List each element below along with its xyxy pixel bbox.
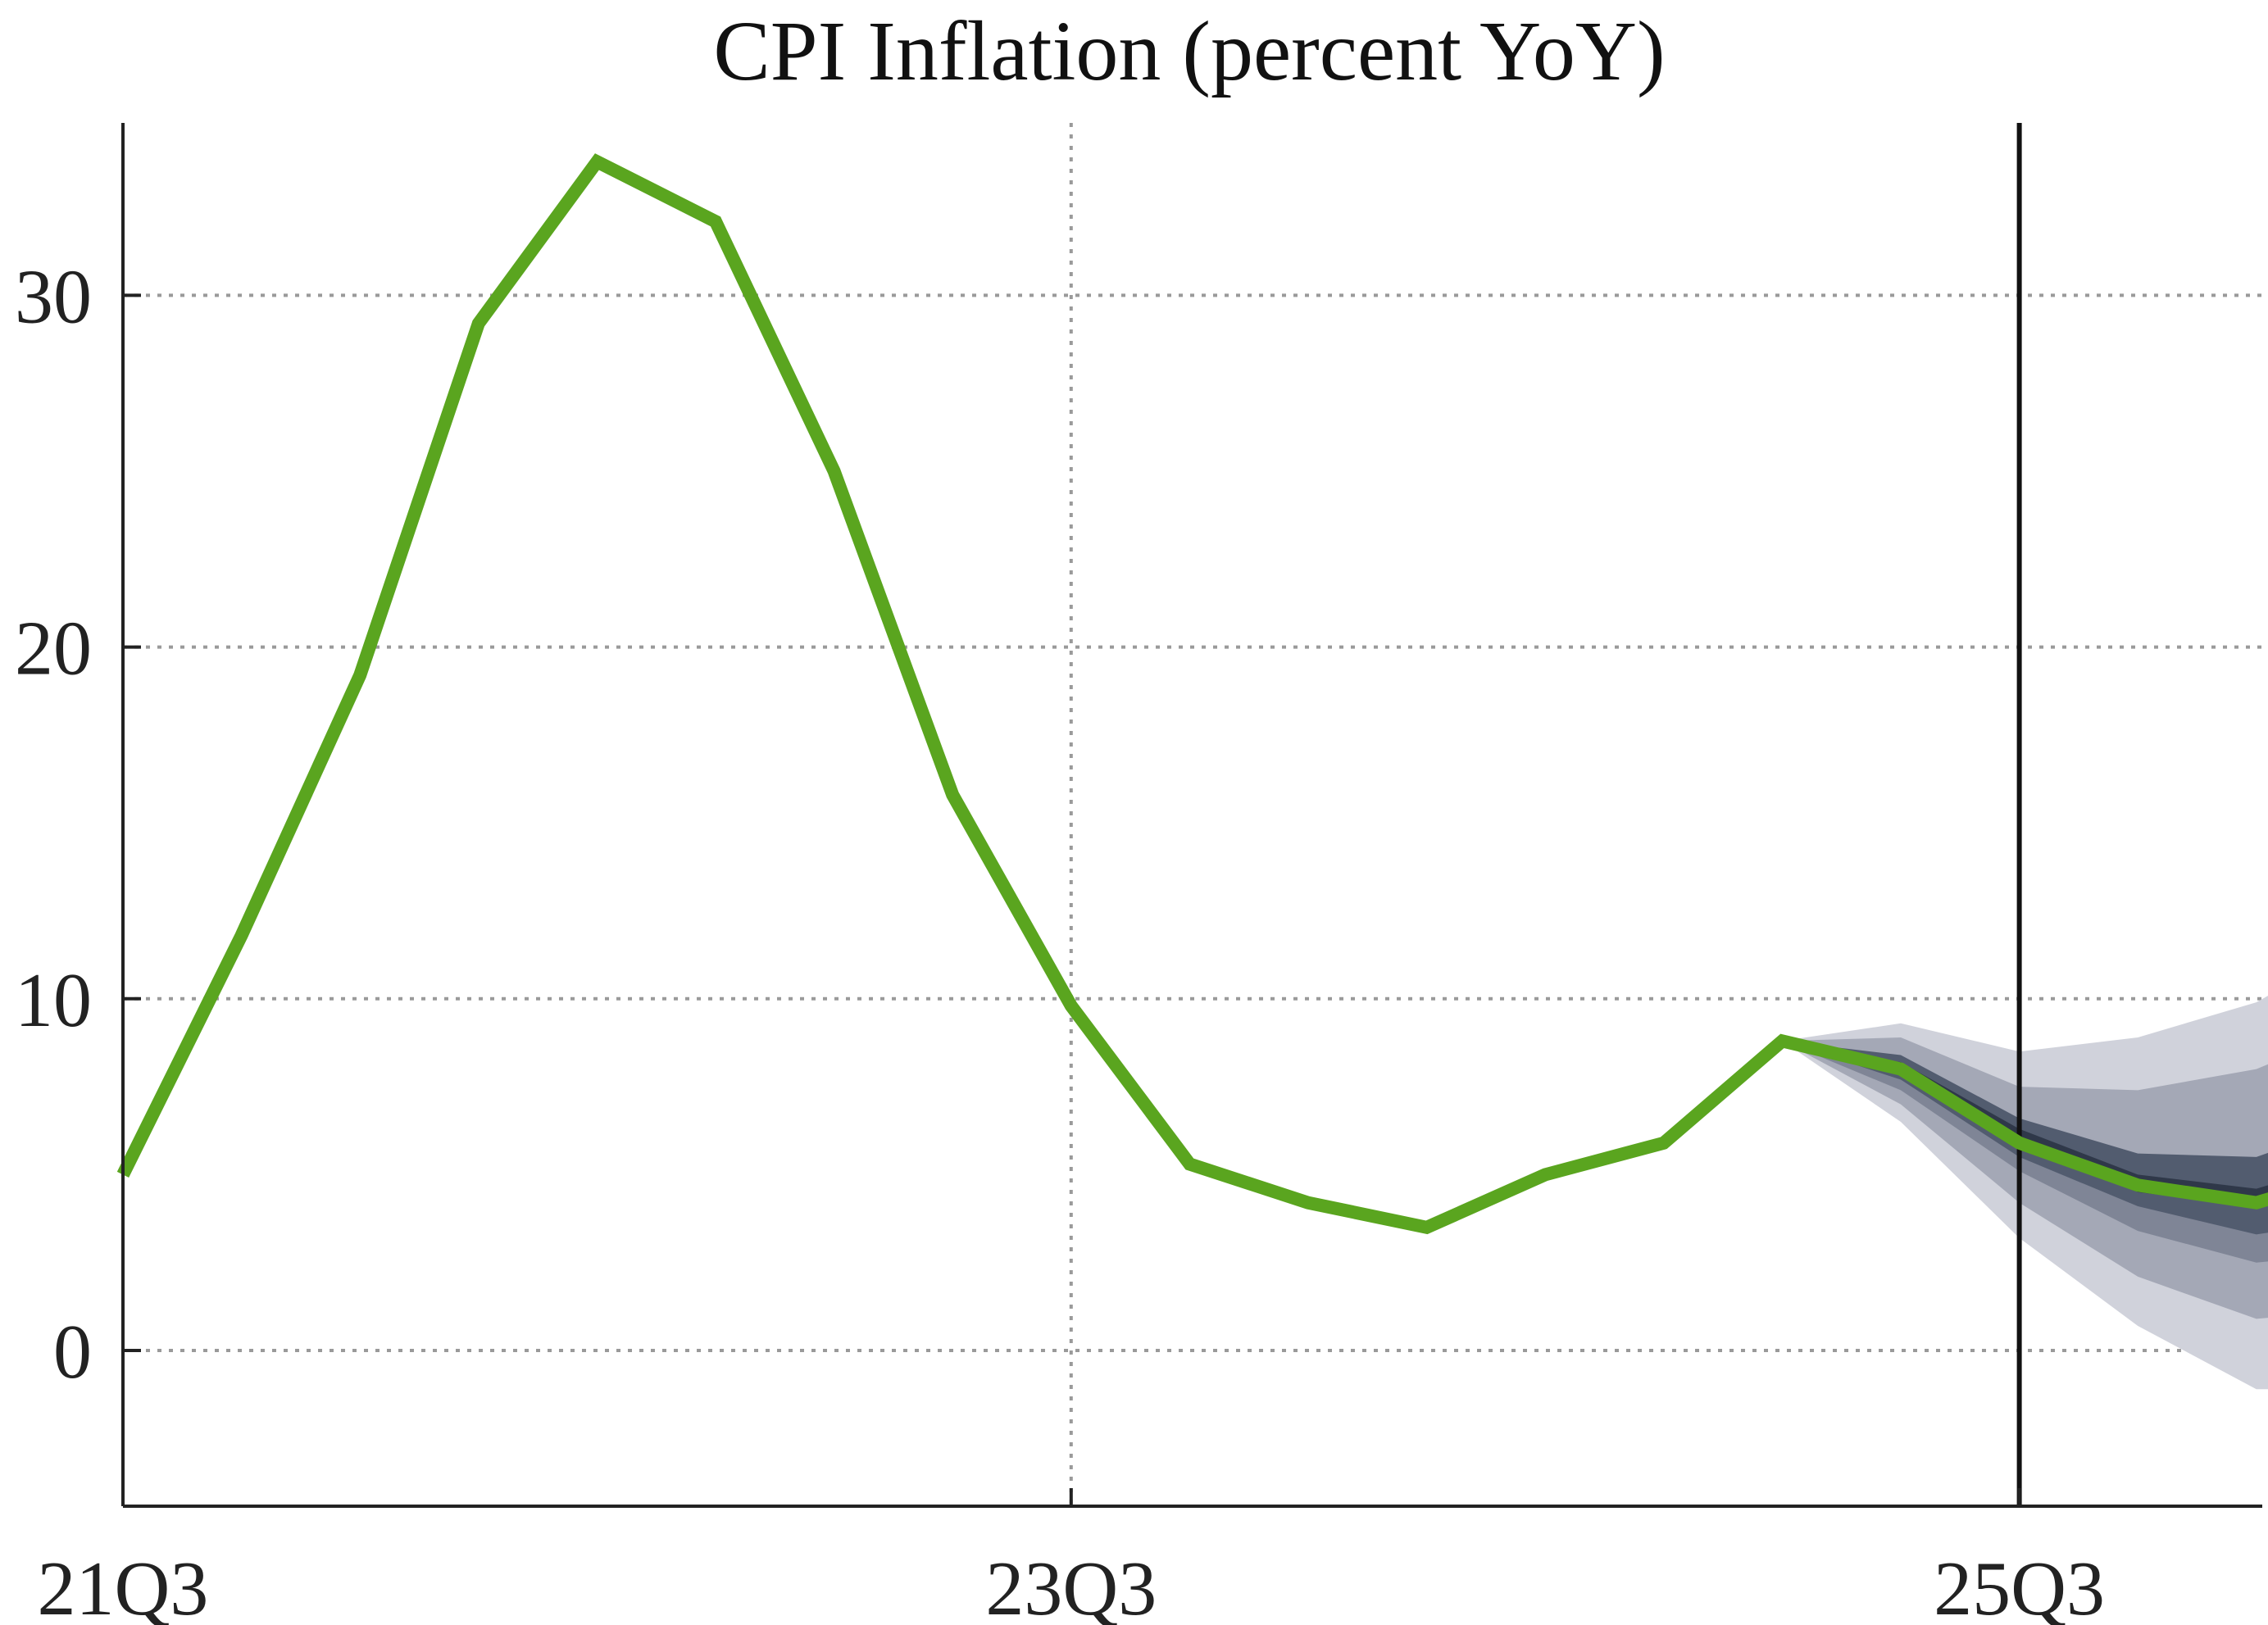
x-tick-label: 23Q3	[985, 1546, 1157, 1625]
fan-band	[1782, 1037, 2268, 1319]
series-lines	[116, 153, 2268, 1235]
axes	[121, 123, 2262, 1508]
x-tick-label: 21Q3	[38, 1546, 209, 1625]
tick-labels: 010203021Q323Q325Q327Q329Q3	[15, 254, 2105, 1625]
y-tick-label: 0	[53, 1310, 92, 1395]
chart-title: CPI Inflation (percent YoY)	[713, 4, 1665, 98]
y-tick-label: 20	[15, 606, 92, 692]
y-tick-label: 10	[15, 958, 92, 1043]
cpi-series-line	[116, 153, 2268, 1235]
y-tick-label: 30	[15, 254, 92, 339]
x-tick-label: 25Q3	[1934, 1546, 2105, 1625]
gridlines	[121, 123, 2262, 1506]
fan-band	[1782, 1041, 2268, 1206]
